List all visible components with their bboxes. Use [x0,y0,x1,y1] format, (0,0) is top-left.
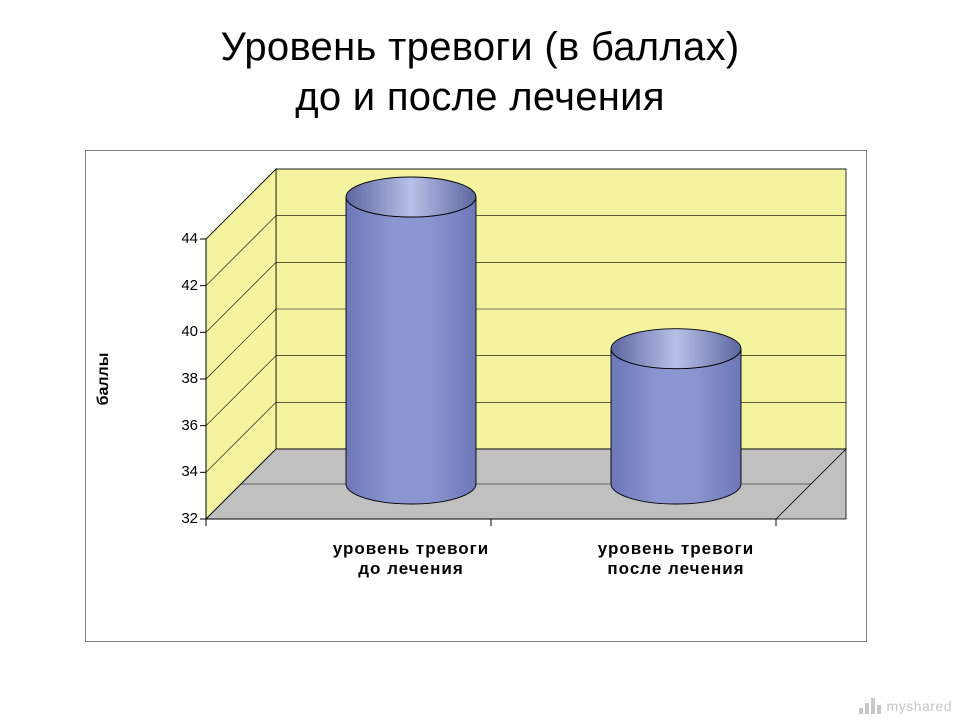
y-tick-label: 36 [162,417,198,434]
category-label: уровень тревогипосле лечения [546,539,806,579]
y-tick-label: 44 [162,230,198,247]
title-line-1: Уровень тревоги (в баллах) [220,25,739,69]
title-line-2: до и после лечения [295,75,665,119]
y-tick-label: 32 [162,510,198,527]
page-title: Уровень тревоги (в баллах) до и после ле… [0,0,960,122]
watermark: myshared [859,698,952,714]
watermark-text: myshared [887,698,952,714]
y-tick-label: 42 [162,277,198,294]
y-tick-label: 40 [162,323,198,340]
y-tick-label: 38 [162,370,198,387]
anxiety-chart: баллы32343638404244уровень тревогидо леч… [85,150,867,642]
bars-icon [859,698,881,714]
category-label: уровень тревогидо лечения [281,539,541,579]
y-tick-label: 34 [162,463,198,480]
